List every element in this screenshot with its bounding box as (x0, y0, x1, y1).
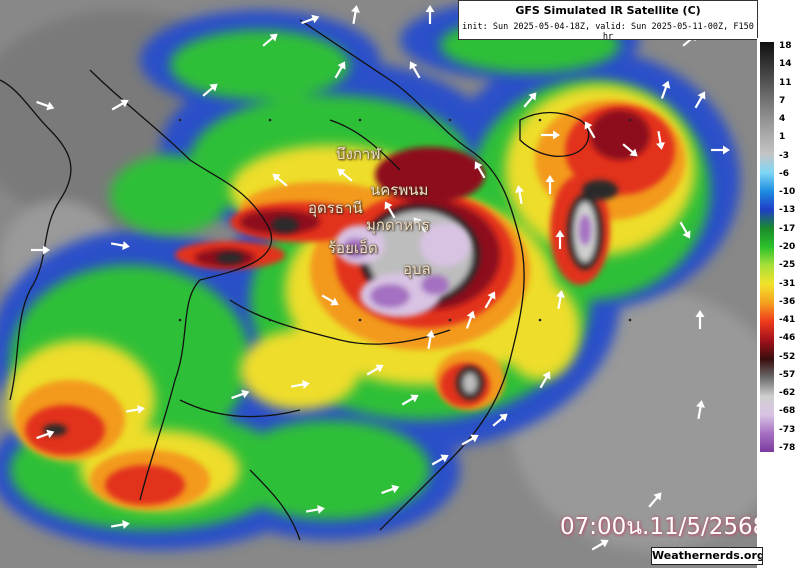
map-header: GFS Simulated IR Satellite (C) init: Sun… (458, 0, 758, 42)
colorbar-tick: -3 (779, 150, 789, 161)
colorbar-tick: -73 (779, 424, 796, 435)
colorbar-tick: 11 (779, 77, 792, 88)
wind-arrow-icon (425, 5, 435, 24)
wind-arrow-icon (711, 145, 730, 155)
cloud-field (0, 0, 757, 551)
colorbar-tick: -31 (779, 278, 796, 289)
colorbar: 18 14 11 7 4 1 -3 -6 -10 -13 -17 -20 -25 -31 -36 -41 -46… (757, 38, 800, 458)
colorbar-tick: 4 (779, 114, 786, 125)
wind-arrow-icon (36, 100, 55, 111)
colorbar-tick: -17 (779, 223, 796, 234)
place-label-nakhon-phanom: นครพนม (370, 181, 429, 199)
place-label-bueng-kan: บึงกาฬ (336, 145, 381, 163)
map-title: GFS Simulated IR Satellite (C) (515, 4, 701, 17)
colorbar-tick: -20 (779, 242, 796, 252)
place-label-ubon: อุบล (403, 260, 431, 278)
wind-arrow-icon (431, 454, 449, 466)
wind-arrow-icon (321, 294, 339, 306)
wind-arrow-icon (461, 434, 479, 446)
wind-arrow-icon (301, 14, 320, 25)
wind-arrow-icon (696, 400, 705, 420)
wind-arrow-icon (694, 91, 706, 109)
wind-arrow-icon (110, 520, 130, 529)
colorbar-tick: -52 (779, 351, 796, 362)
wind-arrow-icon (305, 505, 325, 514)
colorbar-tick: -25 (779, 260, 796, 271)
wind-arrow-icon (539, 371, 551, 389)
colorbar-tick: -6 (779, 168, 789, 179)
colorbar-tick: -13 (779, 205, 796, 216)
wind-arrow-icon (36, 429, 55, 440)
wind-arrow-icon (660, 80, 671, 99)
colorbar-tick: -41 (779, 315, 796, 326)
colorbar-gradient (760, 42, 774, 452)
wind-arrow-icon (492, 413, 508, 427)
wind-arrow-icon (484, 291, 496, 309)
wind-arrow-icon (465, 310, 476, 329)
wind-arrow-icon (110, 241, 130, 250)
colorbar-tick: 7 (779, 95, 786, 106)
colorbar-tick: 1 (779, 132, 786, 143)
wind-arrow-icon (648, 492, 662, 508)
wind-arrow-icon (656, 130, 665, 150)
wind-arrow-icon (426, 330, 435, 350)
wind-arrow-icon (413, 217, 427, 233)
wind-arrow-icon (584, 121, 596, 139)
colorbar-tick: -62 (779, 388, 796, 399)
place-label-roi-et: ร้อยเอ็ด (328, 239, 378, 257)
wind-arrow-icon (474, 161, 486, 179)
wind-arrow-icon (409, 61, 421, 79)
credit-badge: Weathernerds.org (651, 547, 763, 565)
colorbar-tick: -10 (779, 187, 796, 198)
wind-arrow-icon (351, 5, 360, 25)
colorbar-tick: 18 (779, 41, 792, 51)
wind-arrow-icon (523, 92, 537, 108)
colorbar-tick: 14 (779, 59, 792, 70)
wind-arrow-icon (384, 201, 396, 219)
place-label-udon-thani: อุดรธานี (308, 199, 363, 217)
wind-arrow-icon (290, 380, 310, 389)
wind-arrow-icon (622, 143, 638, 157)
wind-arrow-icon (262, 33, 278, 47)
timestamp-overlay: 07:00น.11/5/2568 (560, 514, 757, 540)
wind-arrow-icon (334, 61, 346, 79)
wind-arrow-icon (679, 221, 691, 239)
colorbar-tick: -68 (779, 406, 796, 417)
wind-arrows (31, 5, 730, 551)
wind-arrow-icon (545, 175, 555, 194)
wind-arrow-icon (366, 364, 384, 376)
wind-arrow-icon (202, 83, 218, 97)
colorbar-tick: -46 (779, 333, 796, 344)
wind-arrow-icon (401, 394, 419, 406)
colorbar-tick: -57 (779, 369, 796, 380)
wind-arrow-icon (111, 99, 129, 111)
wind-arrow-icon (231, 389, 250, 400)
place-label-mukdahan: มุกดาหาร (366, 216, 430, 234)
wind-arrow-icon (555, 230, 565, 249)
wind-arrow-icon (695, 310, 705, 329)
wind-arrow-icon (337, 168, 353, 182)
colorbar-spacer (757, 458, 800, 568)
wind-arrow-icon (515, 185, 524, 205)
wind-arrow-icon (272, 173, 288, 187)
map-subtitle: init: Sun 2025-05-04-18Z, valid: Sun 202… (462, 22, 754, 42)
colorbar-tick: -78 (779, 443, 796, 453)
colorbar-tick: -36 (779, 296, 796, 307)
wind-arrow-icon (591, 539, 609, 551)
wind-arrow-icon (541, 130, 560, 140)
wind-arrow-icon (31, 245, 50, 255)
wind-arrow-icon (556, 290, 565, 310)
wind-arrow-icon (125, 405, 145, 414)
ir-satellite-map: บึงกาฬ นครพนม อุดรธานี มุกดาหาร ร้อยเอ็ด… (0, 0, 757, 568)
wind-arrow-icon (381, 484, 400, 495)
